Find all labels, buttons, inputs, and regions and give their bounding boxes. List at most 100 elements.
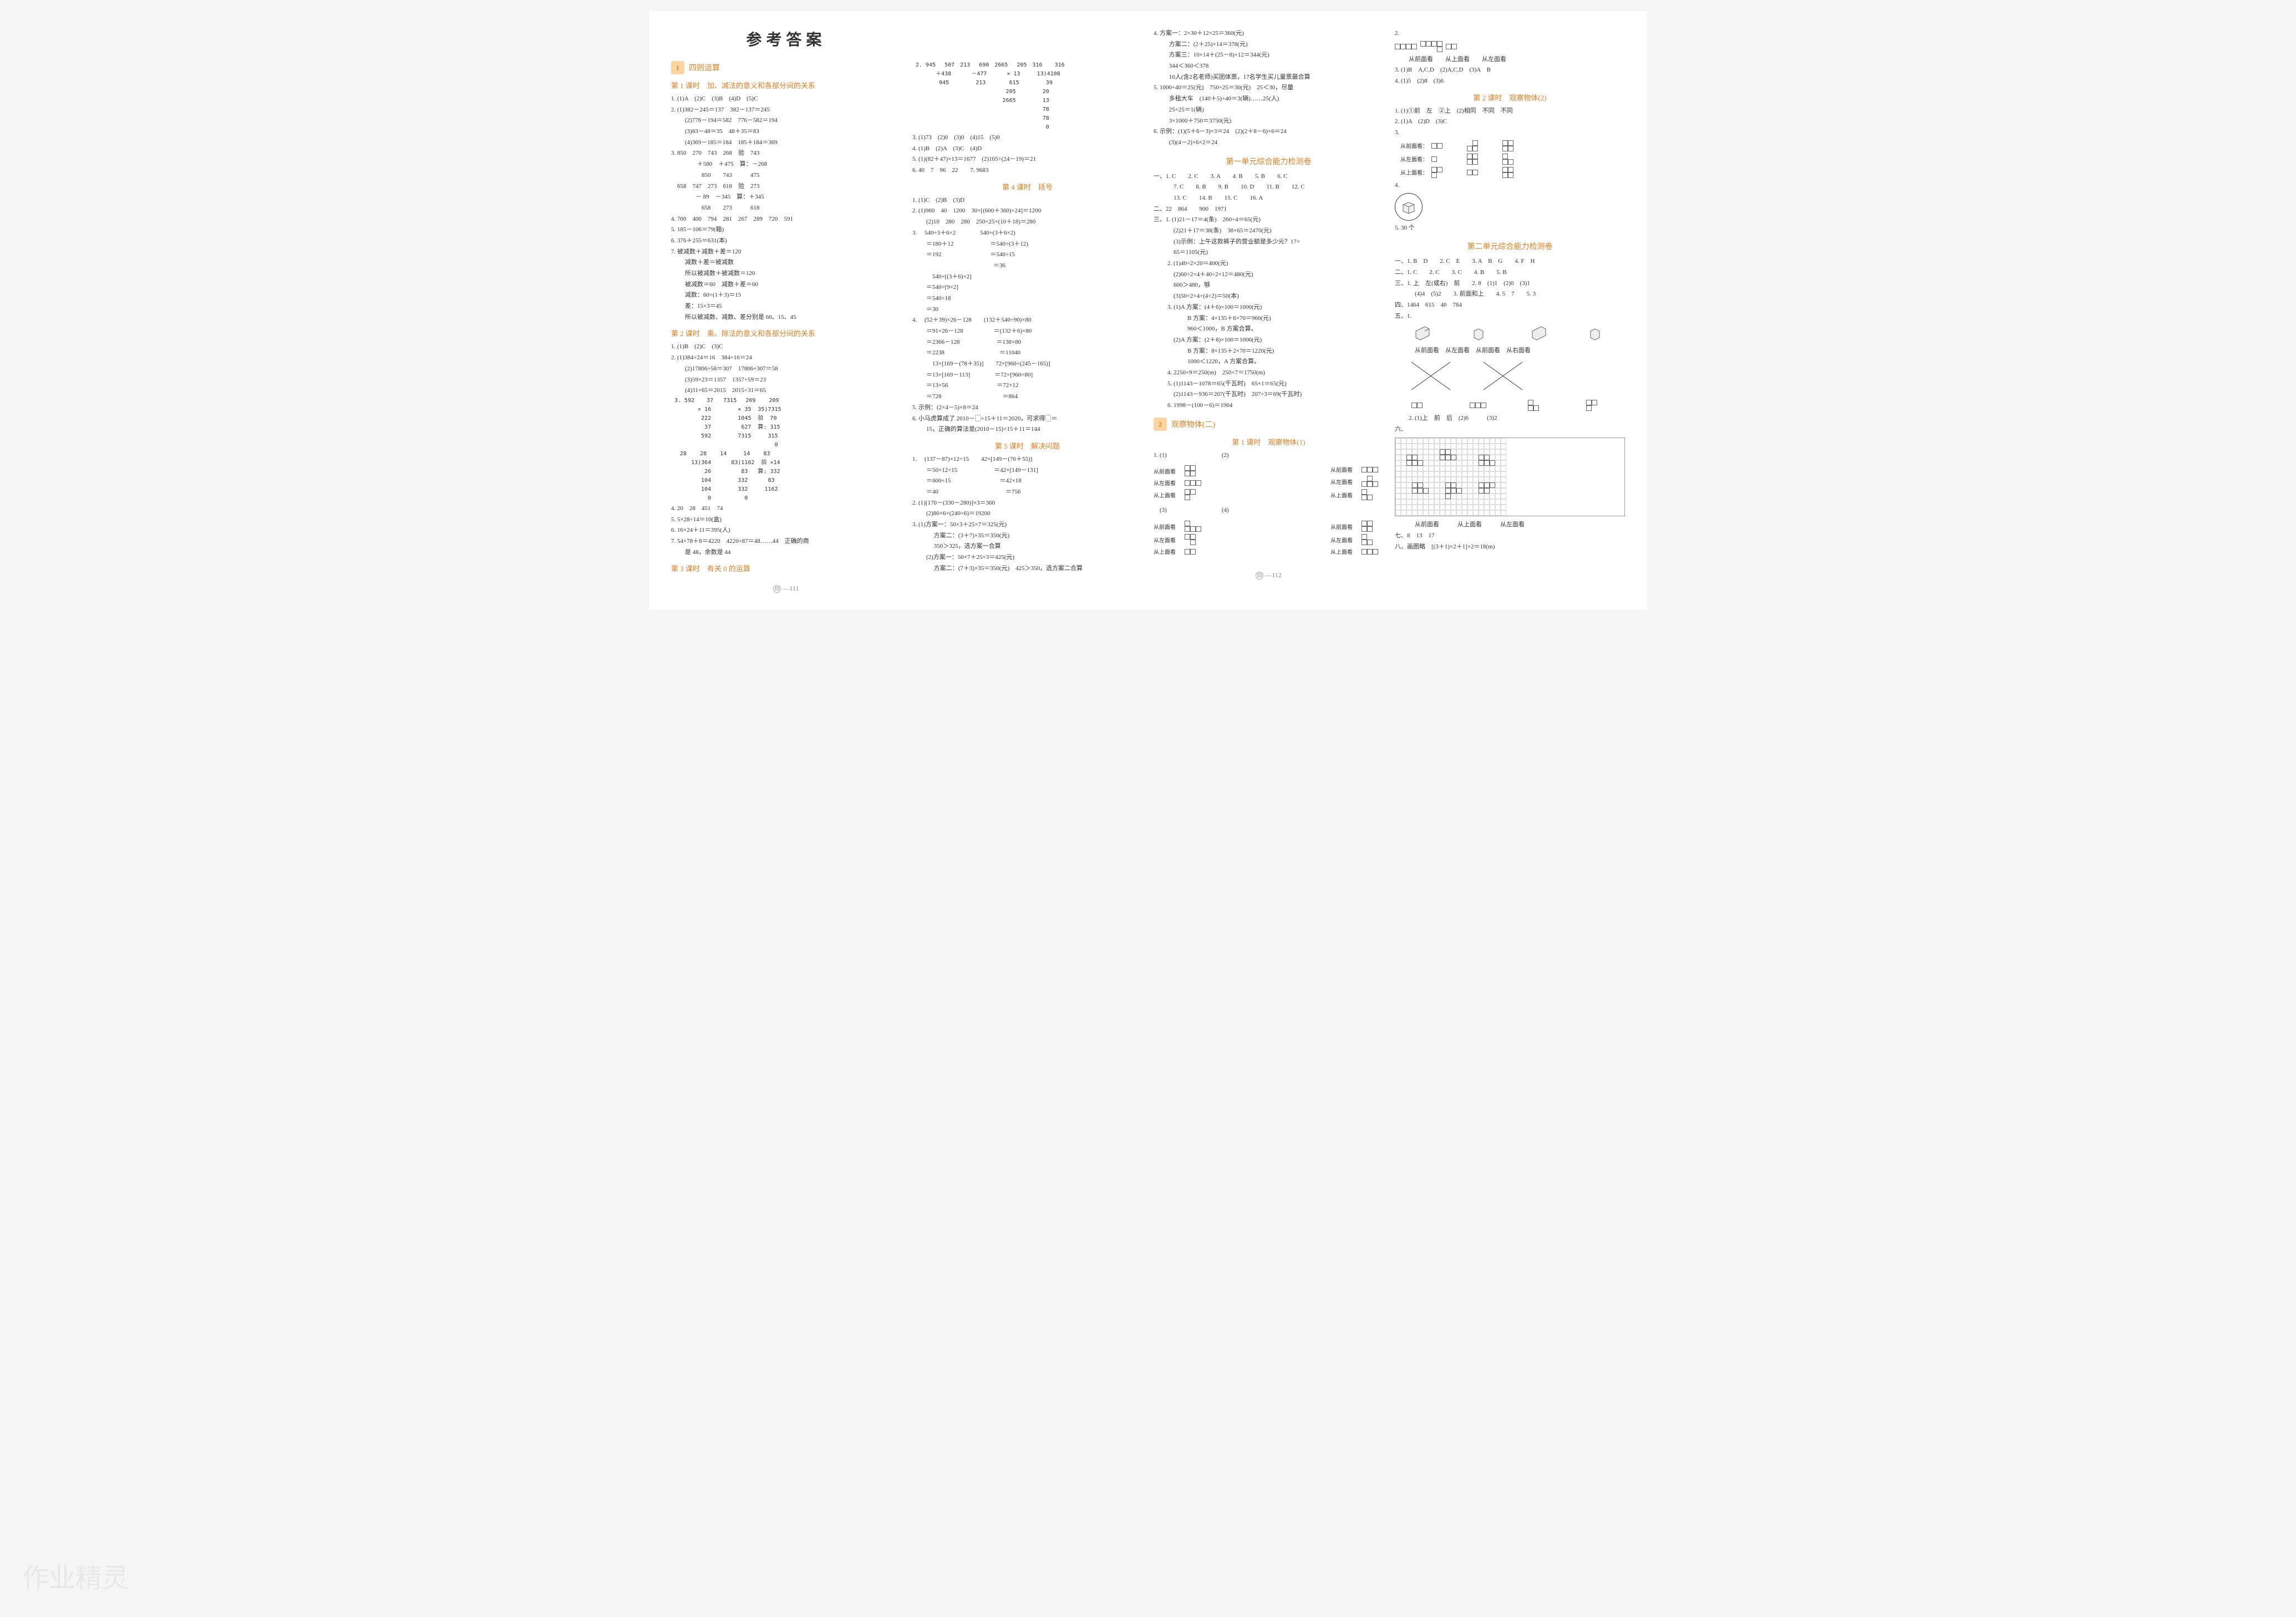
shape-icon [1185, 534, 1207, 545]
ans: 4. 700 400 794 281 267 289 720 591 [671, 214, 901, 225]
shape-icon [1502, 140, 1525, 151]
ans: 1000＜1220，A 方案合算。 [1154, 357, 1384, 367]
ans: 960＜1000，B 方案合算。 [1154, 324, 1384, 334]
lesson-1-3-title: 第 3 课时 有关 0 的运算 [671, 563, 901, 573]
ans: 344＜360＜378 [1154, 61, 1384, 72]
ans: 二、1. C 2. C 3. C 4. B 5. B [1395, 267, 1625, 278]
shape-icon [1362, 467, 1384, 472]
ans: 10人(含2名老师)买团体票，17名学生买儿童票最合算 [1154, 72, 1384, 83]
ans: 所以被减数、减数、差分别是 60、15、45 [671, 312, 901, 323]
unit-1-name: 四则运算 [689, 62, 720, 73]
label: 从上面看 [1330, 491, 1358, 499]
shape-icon [1502, 154, 1525, 165]
shape-icon [1467, 140, 1489, 151]
vertical-calc: 2. 945 507 213 690 2665 205 316 316 [916, 62, 1065, 69]
ans: 3×1000＋750＝3750(元) [1154, 116, 1384, 126]
lesson-2-1-title: 第 1 课时 观察物体(1) [1154, 436, 1384, 447]
ans: 从前面看 从左面看 从前面看 从右面看 [1395, 345, 1625, 356]
ans: 6. 40 7 96 22 7. 9683 [912, 165, 1142, 176]
ans: 2. (1)上 前 后 (2)6 (3)2 [1395, 413, 1625, 424]
page-number-right: 印 —112 [1154, 571, 1384, 579]
unit-1-badge: 1 [671, 61, 684, 74]
ans: (2)方案一：50×7＋25×3＝425(元) [912, 552, 1142, 563]
ans: 850 743 475 [671, 170, 901, 181]
ans: ＝40 ＝756 [912, 487, 1142, 497]
ans: ＋580 ＋475 算：－268 [671, 159, 901, 170]
vertical-calc: 2665 13 [916, 98, 1049, 104]
ans: ＝540÷[9×2] [912, 282, 1142, 293]
unit-1-header: 1 四则运算 [671, 61, 901, 74]
label: 从左面看 [1154, 536, 1181, 544]
ans: (3)示例：上午这款裤子的营业额是多少元？17× [1154, 237, 1384, 247]
ans: 4. (1)B (2)A (3)C (4)D [912, 144, 1142, 154]
ans: ＝2238 ＝11040 [912, 348, 1142, 358]
ans: 2. (1)960 40 1200 30×[(600＋360)÷24]＝1200 [912, 206, 1142, 216]
ans: 3. (1)A 方案：(4＋6)×100＝1000(元) [1154, 302, 1384, 313]
shape-icon [1185, 465, 1207, 476]
ans: 方案二：(7＋3)×35＝350(元) 425＞350，选方案二合算 [912, 563, 1142, 574]
shape-icon [1185, 480, 1207, 486]
ans: 四、1464 615 40 784 [1395, 300, 1625, 311]
circle-icon: 印 [773, 585, 781, 593]
ans: 7. 被减数＋减数＋差＝120 [671, 247, 901, 257]
vertical-calc: 945 213 615 39 [916, 80, 1053, 87]
ans: 一、1. C 2. C 3. A 4. B 5. B 6. C [1154, 171, 1384, 182]
ans: (2)21＋17＝38(条) 38×65＝2470(元) [1154, 226, 1384, 236]
ans: 5. 1000÷40＝25(元) 750÷25＝30(元) 25＜30，尽量 [1154, 83, 1384, 93]
shape-icon [1431, 167, 1454, 178]
ans: 13. C 14. B 15. C 16. A [1154, 193, 1384, 204]
ans: 3. (1)方案一：50×3＋25×7＝325(元) [912, 520, 1142, 530]
vertical-calc: 0 0 [674, 495, 748, 502]
shape-row [1395, 400, 1625, 411]
ans: B 方案：4×135＋6×70＝960(元) [1154, 313, 1384, 324]
ans: (4)4 (5)2 3. 前面和上 4. 5 7 5. 3 [1395, 289, 1625, 299]
match-diagram-1: 从前面看 从左面看 从上面看 从前面看 从左面看 从上面看 [1154, 461, 1384, 505]
ans: (2)10 280 280 250÷25×(10＋18)＝280 [912, 217, 1142, 227]
ans: 6. 16×24＋11＝395(人) [671, 525, 901, 536]
column-1: 参考答案 1 四则运算 第 1 课时 加、减法的意义和各部分间的关系 1. (1… [671, 28, 901, 593]
shape-icon [1362, 549, 1384, 555]
ans: 4. 20 28 451 74 [671, 504, 901, 514]
shape-icon [1467, 170, 1489, 175]
vertical-calc: 26 83 算: 332 [674, 469, 780, 475]
ans: 被减数＝60 减数＋差＝60 [671, 279, 901, 290]
vertical-calc: 104 332 1162 [674, 486, 778, 493]
shape-icon [1586, 400, 1608, 411]
ans: (3)83－48＝35 48＋35＝83 [671, 126, 901, 137]
ans: 2. (1)A (2)D (3)C [1395, 116, 1625, 127]
vertical-calc: 13)364 83)1162 验 ×14 [674, 460, 780, 466]
ans: 5. 185－106＝79(箱) [671, 225, 901, 235]
ans: B 方案：8×135＋2×70＝1220(元) [1154, 346, 1384, 357]
vertical-calc: 37 627 算: 315 [674, 424, 780, 431]
main-title: 参考答案 [671, 28, 901, 50]
ans: 5. (1)1143－1078＝65(千瓦时) 65×1＝65(元) [1154, 379, 1384, 389]
ans: 5. 示例：(2×4－5)×8＝24 [912, 403, 1142, 413]
ans: 5. 5×28÷14＝10(盒) [671, 515, 901, 525]
ans: 五、1. [1395, 311, 1625, 322]
ans: 七、8 13 17 [1395, 531, 1625, 541]
label: 从前面看 [1330, 465, 1358, 474]
shape-icon [1431, 143, 1454, 149]
ans: 1. (137－87)×12÷15 42×[149－(76＋55)] [912, 454, 1142, 465]
label: 从左面看 [1330, 536, 1358, 544]
label: 从前面看 [1154, 467, 1181, 475]
label: 从上面看 [1154, 491, 1181, 499]
ans: 6. 示例：(1)(5＋6－3)×3＝24 (2)(2＋8－6)×6＝24 [1154, 126, 1384, 137]
ans: 3. 540÷3＋6×2 540÷(3＋6×2) [912, 228, 1142, 238]
ans: 25÷25＝1(辆) [1154, 105, 1384, 115]
ans: 多租大车 (140＋5)÷40＝3(辆)……25(人) [1154, 94, 1384, 104]
vertical-calc: ＋438 －477 × 13 13)4108 [916, 71, 1060, 78]
vertical-calc: 0 [674, 442, 778, 449]
ans: (2)17806÷58＝307 17806÷307＝58 [671, 364, 901, 374]
cube-icon [1587, 323, 1607, 343]
ans: (3)59×23＝1357 1357÷59＝23 [671, 375, 901, 385]
ans: 所以被减数＋被减数＝120 [671, 268, 901, 279]
ans: 7. C 8. B 9. B 10. D 11. B 12. C [1154, 182, 1384, 192]
shape-icon [1431, 156, 1454, 162]
cube-icon [1413, 323, 1433, 343]
ans: 差：15×3＝45 [671, 301, 901, 312]
match-q3: (3) (4) [1154, 505, 1384, 516]
label: 从前面看 [1330, 522, 1358, 531]
ans: 658 747 273 618 验 273 [671, 181, 901, 192]
ans: 1. (1)A (2)C (3)B (4)D (5)C [671, 94, 901, 104]
